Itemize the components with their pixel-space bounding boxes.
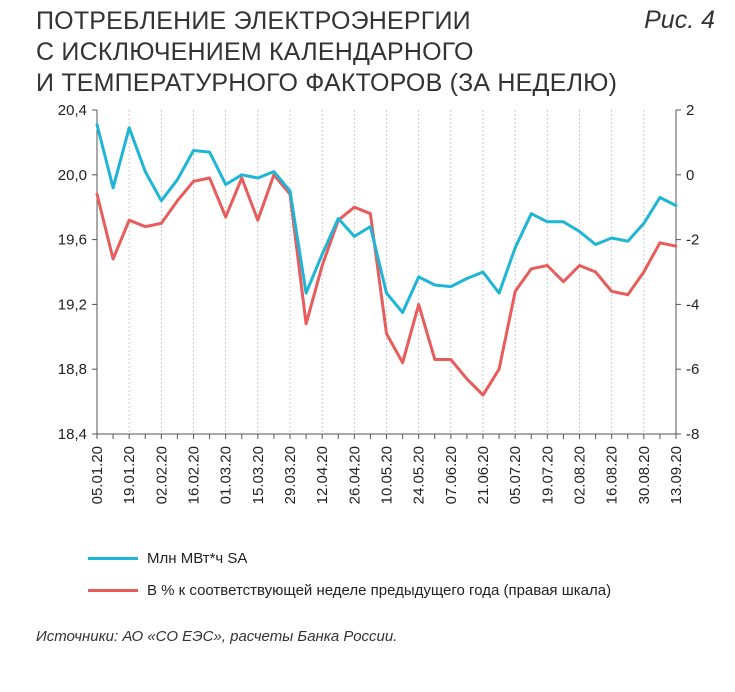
left-tick-label: 18,4 [58,426,87,443]
x-tick-label: 01.03.20 [218,446,235,504]
x-tick-label: 10.05.20 [379,446,396,504]
x-tick-label: 15.03.20 [250,446,267,504]
x-tick-label: 05.01.20 [89,446,106,504]
legend-item-mwh: Млн МВт*ч SA [88,542,611,574]
series-line-yoy [95,173,678,397]
figure-label: Рис. 4 [644,6,715,34]
x-tick-label: 19.07.20 [539,446,556,504]
x-tick-label: 24.05.20 [411,446,428,504]
left-tick-label: 19,6 [58,232,87,249]
legend-swatch-mwh [88,556,138,560]
x-tick-label: 02.08.20 [572,446,589,504]
right-tick-label: -8 [686,426,699,443]
x-tick-label: 13.09.20 [668,446,685,504]
right-tick-label: -2 [686,232,699,249]
x-tick-label: 26.04.20 [346,446,363,504]
grid [96,110,677,439]
x-tick-label: 05.07.20 [507,446,524,504]
right-tick-label: 2 [686,102,694,119]
legend-label-yoy: В % к соответствующей неделе предыдущего… [147,581,612,599]
x-tick-label: 16.02.20 [186,446,203,504]
x-tick-label: 07.06.20 [443,446,460,504]
right-tick-label: -6 [686,361,699,378]
x-tick-label: 29.03.20 [282,446,299,504]
left-tick-label: 20,4 [58,102,87,119]
right-tick-label: -4 [686,296,699,313]
x-tick-label: 12.04.20 [314,446,331,504]
x-axis-ticks: 05.01.20 19.01.20 02.02.20 16.02.20 01.03.20… [89,446,685,504]
left-tick-label: 20,0 [58,167,87,184]
chart-title: ПОТРЕБЛЕНИЕ ЭЛЕКТРОЭНЕРГИИ С ИСКЛЮЧЕНИЕМ… [36,7,618,97]
legend-item-yoy: В % к соответствующей неделе предыдущего… [88,574,611,606]
left-tick-label: 19,2 [58,296,87,313]
legend-swatch-yoy [88,588,138,592]
right-tick-label: 0 [686,167,694,184]
legend: Млн МВт*ч SA В % к соответствующей недел… [88,542,611,606]
source-note: Источники: АО «СО ЕЭС», расчеты Банка Ро… [36,628,398,645]
left-tick-label: 18,8 [58,361,87,378]
left-axis-ticks: 18,4 18,8 19,2 19,6 20,0 20,4 [58,102,97,443]
x-tick-label: 30.08.20 [636,446,653,504]
right-axis-ticks: -8 -6 -4 -2 0 2 [676,102,699,443]
x-tick-label: 21.06.20 [475,446,492,504]
legend-label-mwh: Млн МВт*ч SA [147,549,248,567]
series-line-mwh [95,123,678,314]
series-lines [95,123,678,397]
x-tick-label: 02.02.20 [153,446,170,504]
x-tick-label: 16.08.20 [604,446,621,504]
x-tick-label: 19.01.20 [121,446,138,504]
